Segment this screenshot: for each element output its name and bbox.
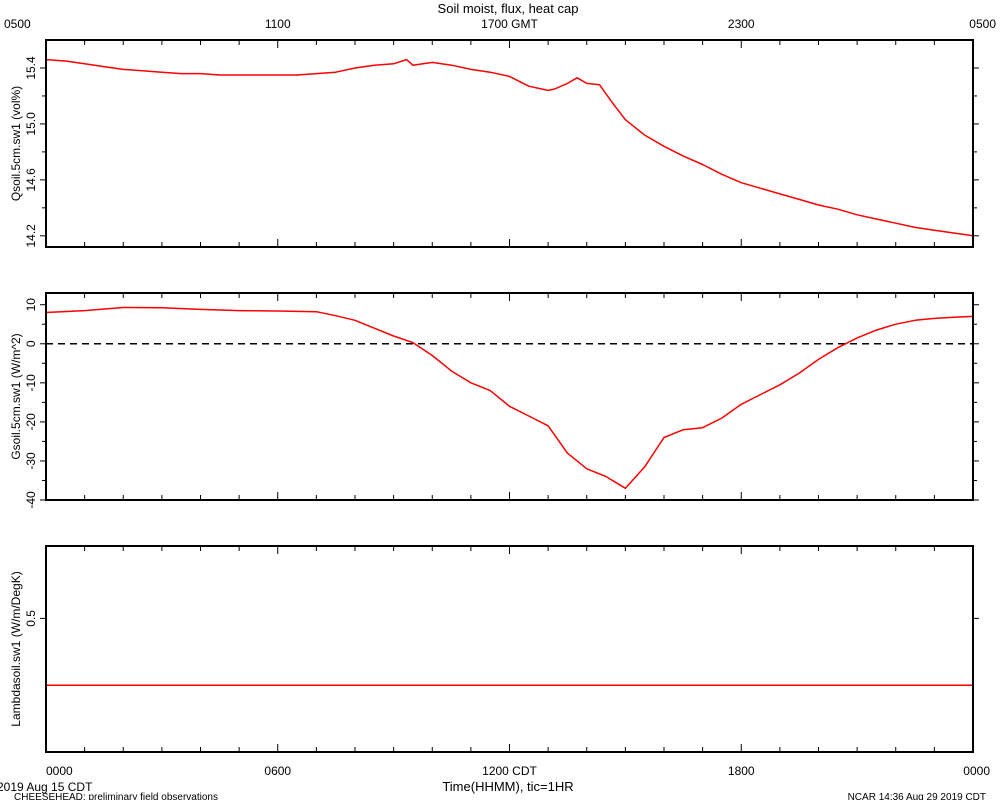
panel-2: -40 -30 -20 -10 0 10 Gsoil.5cm.sw1 (W/m^2): [9, 292, 979, 509]
series-line: [45, 58, 974, 237]
chart-title: Soil moist, flux, heat cap: [438, 1, 579, 16]
top-tick-label: 2300: [728, 17, 755, 31]
x-axis-label: Time(HHMM), tic=1HR: [442, 779, 573, 794]
y-axis-label: Qsoil.5cm.sw1 (vol%): [9, 86, 23, 201]
y-tick-label: 0: [24, 340, 38, 347]
footer-credit: NCAR 14:36 Aug 29 2019 CDT: [848, 792, 986, 800]
y-axis-label: Gsoil.5cm.sw1 (W/m^2): [9, 333, 23, 459]
bottom-tick-label: 0000: [46, 764, 73, 778]
y-tick-label: -30: [24, 452, 38, 470]
panel-frame: [45, 292, 974, 501]
footer-note: CHEESEHEAD: preliminary field observatio…: [14, 792, 218, 800]
y-tick-label: 10: [24, 298, 38, 312]
bottom-tick-label: 1200 CDT: [482, 764, 537, 778]
bottom-tick-label: 1800: [728, 764, 755, 778]
top-tick-label: 0500: [4, 17, 31, 31]
bottom-tick-label: 0600: [264, 764, 291, 778]
y-tick-label: 15.4: [24, 56, 38, 80]
top-tick-label: 1100: [265, 17, 291, 31]
panel-frame: [45, 545, 974, 753]
y-tick-label: -40: [24, 491, 38, 509]
date-label: 2019 Aug 15 CDT: [0, 780, 93, 794]
panel-frame: [45, 39, 974, 248]
y-tick-label: 0.5: [24, 610, 38, 627]
y-tick-label: 15.0: [24, 112, 38, 136]
top-tick-label: 1700 GMT: [481, 17, 538, 31]
y-tick-label: 14.6: [24, 168, 38, 192]
top-tick-label: 0500: [969, 17, 996, 31]
y-tick-label: -10: [24, 374, 38, 392]
bottom-tick-label: 0000: [963, 764, 990, 778]
series-line: [45, 306, 974, 490]
y-tick-label: -20: [24, 413, 38, 431]
y-tick-label: 14.2: [24, 224, 38, 248]
y-axis-label: Lambdasoil.sw1 (W/m/DegK): [9, 571, 23, 726]
